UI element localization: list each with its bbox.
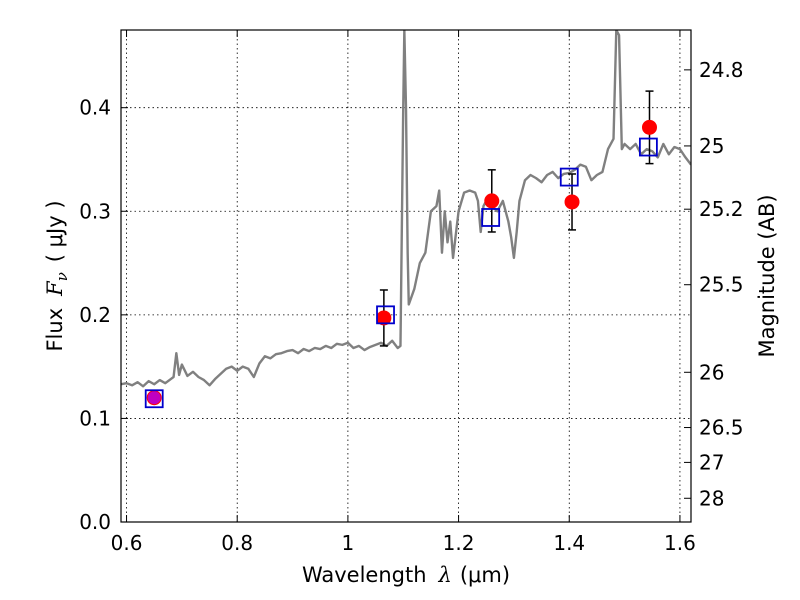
y-tick-label: 0.3 [79,199,111,223]
x-tick-label: 1.4 [553,531,585,555]
model-spectrum-series [121,30,691,388]
observed-point [564,194,580,210]
model-square [559,167,579,187]
spectrum-line [121,30,691,388]
x-tick-label: 1.6 [664,531,696,555]
x-axis-label-symbol: λ [438,563,452,587]
y-axis-label-symbol: F [43,280,67,297]
x-axis-label-text: Wavelength [302,563,427,587]
y-axis-label: Flux Fν ( μJy ) [43,200,71,351]
x-axis-label-unit: (μm) [460,563,510,587]
y2-tick-label: 27 [699,450,724,474]
y-tick-label: 0.2 [79,303,111,327]
x-tick-label: 0.8 [221,531,253,555]
axis-ticks: 0.6 0.8 1 1.2 1.4 1.6 0.0 0.1 0.2 0.3 0.4 24.8 25 25.… [79,30,744,555]
plot-frame [120,29,692,523]
model-square [481,208,501,227]
observed-point [641,119,657,135]
photometry-points [144,90,658,409]
y2-tick-label: 25 [699,134,724,158]
y-axis-label-text: Flux [43,308,67,352]
y-axis-label-subscript: ν [53,272,71,281]
y-tick-label: 0.0 [79,510,111,534]
y-tick-label: 0.1 [79,406,111,430]
y2-tick-label: 28 [699,486,724,510]
model-square [638,137,658,157]
x-tick-label: 1.2 [443,531,475,555]
x-axis-label: Wavelength λ (μm) [302,563,510,587]
y2-tick-label: 25.5 [699,273,744,297]
observed-point [376,310,392,326]
y2-tick-label: 24.8 [699,58,744,82]
y-tick-label: 0.4 [79,96,111,120]
y2-tick-label: 26.5 [699,416,744,440]
observed-point [484,193,500,209]
model-square [144,389,164,409]
model-square [376,305,395,325]
y2-axis-label: Magnitude (AB) [755,194,779,357]
x-tick-label: 0.6 [111,531,143,555]
y2-tick-label: 25.2 [699,197,744,221]
y-axis-label-unit: ( μJy ) [43,200,67,262]
magenta-point [147,391,161,405]
x-tick-label: 1 [342,531,355,555]
y2-tick-label: 26 [699,360,724,384]
